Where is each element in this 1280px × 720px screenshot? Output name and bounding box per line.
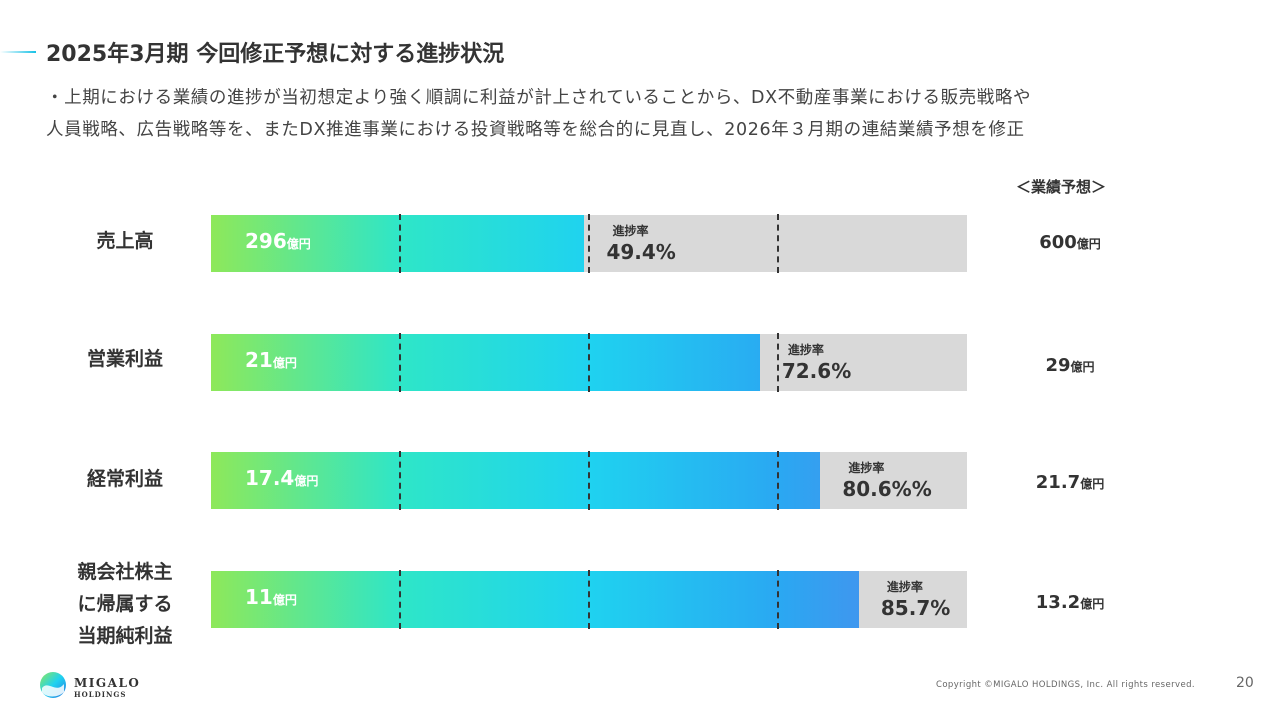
row-label: 親会社株主に帰属する当期純利益 xyxy=(60,556,190,652)
row-label-line: に帰属する xyxy=(77,593,173,615)
rate-label: 進捗率 xyxy=(848,461,885,475)
gridline xyxy=(399,570,401,629)
forecast-unit: 億円 xyxy=(1070,360,1095,374)
actual-value: 21億円 xyxy=(245,348,297,372)
rate-label: 進捗率 xyxy=(612,224,649,238)
row-label-line: 当期純利益 xyxy=(77,625,173,647)
bar-track: 17.4億円 進捗率 80.6%% xyxy=(211,451,967,510)
gridline xyxy=(588,451,590,510)
forecast-value: 600億円 xyxy=(1010,232,1130,253)
forecast-unit: 億円 xyxy=(1080,477,1105,491)
copyright: Copyright ©MIGALO HOLDINGS, Inc. All rig… xyxy=(936,680,1195,690)
rate-label: 進捗率 xyxy=(886,580,923,594)
actual-value: 17.4億円 xyxy=(245,466,318,490)
gridline xyxy=(399,333,401,392)
actual-unit: 億円 xyxy=(286,237,311,251)
progress-rate: 進捗率 72.6% xyxy=(782,342,851,384)
progress-rate: 進捗率 49.4% xyxy=(606,223,675,265)
gridline xyxy=(399,214,401,273)
actual-number: 21 xyxy=(245,348,273,372)
forecast-number: 600 xyxy=(1039,232,1077,253)
page-number: 20 xyxy=(1236,675,1254,691)
migalo-logo-icon xyxy=(40,672,66,698)
row-label-line: 売上高 xyxy=(96,230,154,252)
gridline xyxy=(777,214,779,273)
actual-number: 17.4 xyxy=(245,466,295,490)
gridline xyxy=(777,333,779,392)
forecast-header: ＜業績予想＞ xyxy=(1016,178,1107,196)
page-title: 2025年3月期 今回修正予想に対する進捗状況 xyxy=(46,42,505,67)
forecast-number: 21.7 xyxy=(1035,472,1081,493)
logo-subname: HOLDINGS xyxy=(74,690,127,699)
progress-bar xyxy=(211,452,821,509)
title-accent-line xyxy=(0,51,36,53)
rate-value: 85.7% xyxy=(880,596,951,620)
forecast-unit: 億円 xyxy=(1076,237,1101,251)
body-text: ・上期における業績の進捗が当初想定より強く順調に利益が計上されていることから、D… xyxy=(46,82,1256,146)
actual-number: 11 xyxy=(245,585,273,609)
progress-rate: 進捗率 80.6%% xyxy=(842,460,931,502)
forecast-unit: 億円 xyxy=(1080,597,1105,611)
gridline xyxy=(588,214,590,273)
actual-unit: 億円 xyxy=(272,593,297,607)
progress-bar xyxy=(211,215,585,272)
row-label: 経常利益 xyxy=(60,463,190,495)
progress-rate: 進捗率 85.7% xyxy=(881,579,950,621)
actual-value: 296億円 xyxy=(245,229,311,253)
bar-track: 21億円 進捗率 72.6% xyxy=(211,333,967,392)
forecast-value: 29億円 xyxy=(1010,355,1130,376)
actual-unit: 億円 xyxy=(272,356,297,370)
gridline xyxy=(399,451,401,510)
body-text-line-2: 人員戦略、広告戦略等を、またDX推進事業における投資戦略等を総合的に見直し、20… xyxy=(46,120,1025,140)
forecast-value: 21.7億円 xyxy=(1010,472,1130,493)
actual-value: 11億円 xyxy=(245,585,297,609)
actual-number: 296 xyxy=(245,229,287,253)
row-label-line: 営業利益 xyxy=(86,348,163,370)
rate-value: 49.4% xyxy=(606,240,676,264)
bar-track: 11億円 進捗率 85.7% xyxy=(211,570,967,629)
progress-bar xyxy=(211,571,859,628)
gridline xyxy=(588,333,590,392)
row-label: 売上高 xyxy=(60,225,190,257)
progress-bar xyxy=(211,334,760,391)
forecast-number: 13.2 xyxy=(1035,592,1081,613)
rate-label: 進捗率 xyxy=(787,343,824,357)
rate-value: 80.6%% xyxy=(842,477,932,501)
row-label: 営業利益 xyxy=(60,343,190,375)
row-label-line: 親会社株主 xyxy=(77,561,173,583)
actual-unit: 億円 xyxy=(294,474,319,488)
forecast-value: 13.2億円 xyxy=(1010,592,1130,613)
gridline xyxy=(588,570,590,629)
forecast-number: 29 xyxy=(1045,355,1071,376)
rate-value: 72.6% xyxy=(781,359,852,383)
bar-track: 296億円 進捗率 49.4% xyxy=(211,214,967,273)
gridline xyxy=(777,451,779,510)
body-text-line-1: ・上期における業績の進捗が当初想定より強く順調に利益が計上されていることから、D… xyxy=(46,88,1032,108)
gridline xyxy=(777,570,779,629)
logo-name: MIGALO xyxy=(74,676,141,690)
row-label-line: 経常利益 xyxy=(86,468,163,490)
